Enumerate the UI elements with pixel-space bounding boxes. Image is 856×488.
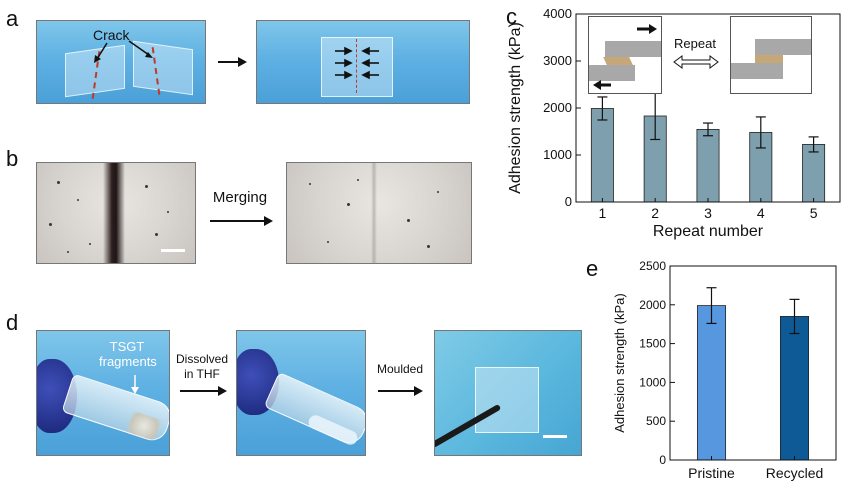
bar xyxy=(802,144,826,203)
pull-arrows xyxy=(593,24,657,90)
debris-dot xyxy=(167,211,169,213)
inset-after xyxy=(730,16,812,94)
merged-seam xyxy=(371,163,377,263)
y-tick-label: 500 xyxy=(646,414,666,428)
debris-dot xyxy=(145,185,148,188)
photo-dissolved-vial xyxy=(236,330,366,456)
bar xyxy=(696,305,727,461)
photo-cracked-film: Crack xyxy=(36,20,206,104)
x-tick-label: 1 xyxy=(599,205,607,221)
scale-bar-b xyxy=(161,249,185,252)
inset-repeat-label: Repeat xyxy=(674,36,716,51)
bar xyxy=(696,128,720,203)
debris-dot xyxy=(327,241,329,243)
healed-film-patch xyxy=(321,37,393,97)
x-tick-label: 2 xyxy=(651,205,659,221)
moulded-label: Moulded xyxy=(376,362,424,376)
y-tick-label: 3000 xyxy=(543,53,572,68)
y-tick-label: 2000 xyxy=(639,298,666,312)
healed-seam xyxy=(356,39,357,93)
debris-dot xyxy=(49,223,52,226)
x-tick-label: 3 xyxy=(704,205,712,221)
micrograph-cracked xyxy=(36,162,196,264)
debris-dot xyxy=(89,243,91,245)
moulded-film xyxy=(475,367,539,433)
bar xyxy=(779,316,810,461)
tape-layer xyxy=(755,55,783,63)
debris-dot xyxy=(155,233,158,236)
x-axis-label: Repeat number xyxy=(653,223,764,240)
y-tick-label: 0 xyxy=(659,453,666,467)
photo-tsgt-fragments: TSGT fragments xyxy=(36,330,170,456)
chart-e-pristine-vs-recycled: Adhesion strength (kPa) 0 500 1000 1500 2000 2… xyxy=(612,259,837,481)
photo-healed-film xyxy=(256,20,470,104)
crack-gap xyxy=(103,163,125,263)
bar xyxy=(590,108,614,203)
arrow-b-head xyxy=(264,216,273,226)
panel-label-d: d xyxy=(6,310,19,335)
x-tick-label: Pristine xyxy=(688,465,735,481)
substrate-top xyxy=(605,41,661,57)
scale-bar-d xyxy=(543,435,567,438)
fragments-label: TSGT fragments xyxy=(99,339,157,369)
substrate-bottom xyxy=(589,65,635,81)
y-tick-label: 2000 xyxy=(543,100,572,115)
panel-label-e: e xyxy=(586,256,599,281)
dissolved-label: Dissolved in THF xyxy=(175,352,229,381)
substrate-top xyxy=(755,39,811,55)
y-tick-label: 2500 xyxy=(639,259,666,273)
arrow-d2-head xyxy=(414,386,423,396)
debris-dot xyxy=(67,251,69,253)
x-tick-label: Recycled xyxy=(766,465,824,481)
substrate-bottom xyxy=(731,63,783,79)
y-tick-label: 4000 xyxy=(543,6,572,21)
y-axis-label: Adhesion strength (kPa) xyxy=(507,22,524,194)
debris-dot xyxy=(309,183,311,185)
arrow-b-line xyxy=(210,220,266,222)
debris-dot xyxy=(437,191,439,193)
merging-label: Merging xyxy=(212,189,268,206)
crack-label: Crack xyxy=(93,27,130,43)
debris-dot xyxy=(357,179,359,181)
debris-dot xyxy=(407,219,410,222)
micrograph-merged xyxy=(286,162,472,264)
photo-moulded-film xyxy=(434,330,582,456)
debris-dot xyxy=(347,203,350,206)
compression-arrows xyxy=(335,46,379,80)
double-arrow-icon xyxy=(673,55,719,69)
debris-dot xyxy=(427,245,430,248)
arrow-a-line xyxy=(218,61,240,63)
panel-label-a: a xyxy=(6,6,19,31)
debris-dot xyxy=(57,181,60,184)
y-tick-label: 1000 xyxy=(639,375,666,389)
x-tick-label: 4 xyxy=(757,205,765,221)
y-tick-label: 0 xyxy=(565,194,572,209)
y-axis-label: Adhesion strength (kPa) xyxy=(612,293,627,432)
panel-label-b: b xyxy=(6,146,19,171)
y-tick-label: 1500 xyxy=(639,337,666,351)
arrow-d2-line xyxy=(378,390,416,392)
fragments-pointer-arrow xyxy=(131,375,139,394)
inset-before xyxy=(588,16,662,94)
arrow-d1-line xyxy=(180,390,220,392)
panel-label-c: c xyxy=(506,4,517,29)
chart-c-adhesion-vs-repeat: Adhesion strength (kPa) 0 1000 2000 3000 4000… xyxy=(507,6,841,240)
arrow-d1-head xyxy=(218,386,227,396)
plot-frame xyxy=(669,265,837,461)
arrow-a-head xyxy=(238,57,247,67)
crack-pointer-arrows xyxy=(94,40,153,63)
plot-frame xyxy=(575,13,841,203)
x-tick-label: 5 xyxy=(810,205,818,221)
debris-dot xyxy=(77,199,79,201)
y-tick-label: 1000 xyxy=(543,147,572,162)
